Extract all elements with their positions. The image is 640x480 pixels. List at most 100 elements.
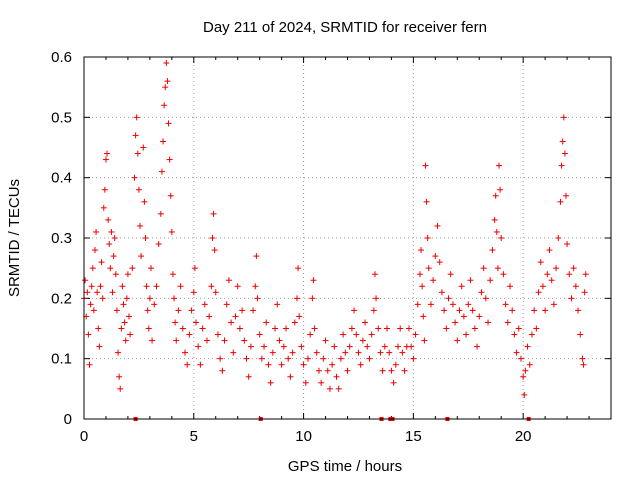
data-point (214, 331, 221, 338)
data-point (559, 138, 566, 145)
data-point (94, 289, 101, 296)
data-point (258, 355, 265, 362)
data-point (177, 283, 184, 290)
data-point (564, 241, 571, 248)
data-point (206, 313, 213, 320)
data-point (122, 337, 129, 344)
data-point (548, 277, 555, 284)
data-point (169, 271, 176, 278)
data-point (566, 271, 573, 278)
data-point (335, 385, 342, 392)
data-point (309, 295, 316, 302)
data-point (135, 186, 142, 193)
data-point (221, 337, 228, 344)
data-point (513, 349, 520, 356)
data-point (485, 319, 492, 326)
data-point (158, 168, 165, 175)
data-point (173, 337, 180, 344)
data-point (436, 259, 443, 266)
data-point (89, 265, 96, 272)
data-point (329, 361, 336, 368)
data-point (116, 373, 123, 380)
data-point (140, 144, 147, 151)
data-point (542, 307, 549, 314)
plot-frame (83, 56, 612, 420)
data-point (555, 235, 562, 241)
data-point (560, 114, 567, 121)
data-point (132, 132, 139, 139)
data-point (121, 319, 128, 326)
data-point (384, 325, 391, 332)
data-point (553, 265, 560, 272)
data-point (287, 373, 294, 380)
data-point (149, 337, 156, 344)
x-tick-label: 0 (80, 428, 88, 445)
data-point (168, 228, 175, 235)
data-point (520, 373, 527, 380)
data-point (405, 325, 412, 332)
data-point (131, 174, 138, 181)
data-point (127, 331, 134, 338)
data-point (289, 349, 296, 356)
data-point (351, 307, 358, 314)
data-point (401, 367, 408, 374)
data-point (395, 343, 402, 350)
data-point (283, 325, 290, 332)
data-point (272, 325, 279, 332)
data-point (502, 301, 509, 308)
data-point (522, 367, 529, 374)
data-point (535, 289, 542, 296)
data-point (164, 78, 171, 85)
data-point (295, 265, 302, 272)
data-point (82, 277, 89, 284)
data-point (544, 271, 551, 278)
data-point (480, 265, 487, 272)
data-point (247, 343, 254, 350)
data-point (97, 283, 104, 290)
data-point (359, 337, 366, 344)
data-point (155, 241, 162, 248)
data-point (449, 301, 456, 308)
data-point (497, 186, 504, 193)
data-point (577, 331, 584, 338)
data-point (107, 265, 114, 272)
data-point (331, 343, 338, 350)
y-tick-label: 0.3 (51, 230, 72, 247)
data-point (355, 349, 362, 356)
data-point (333, 373, 340, 380)
data-point (232, 313, 239, 320)
data-point (126, 313, 133, 320)
data-point (117, 385, 124, 392)
data-point (375, 325, 382, 332)
data-point (239, 307, 246, 314)
data-point (425, 265, 432, 272)
data-point (447, 271, 454, 278)
data-point (311, 325, 318, 332)
data-point (340, 331, 347, 338)
data-point (337, 355, 344, 362)
data-point (526, 361, 533, 368)
data-point (191, 265, 198, 272)
y-tick-label: 0.4 (51, 170, 72, 187)
data-point (366, 355, 373, 362)
data-point (254, 295, 261, 302)
data-point (100, 204, 107, 211)
data-point (562, 192, 569, 199)
data-point (85, 331, 92, 338)
data-point (307, 331, 314, 338)
data-point (423, 198, 430, 205)
data-point (420, 313, 427, 320)
data-point (390, 379, 397, 386)
data-point (134, 150, 141, 157)
data-point (190, 289, 197, 296)
data-point (102, 156, 109, 163)
data-point (88, 283, 95, 290)
data-point (463, 331, 470, 338)
data-point (147, 265, 154, 272)
data-point (157, 210, 164, 217)
data-point (199, 325, 206, 332)
data-point (476, 313, 483, 320)
data-point (408, 343, 415, 350)
data-point (145, 325, 152, 332)
data-point (142, 235, 149, 241)
